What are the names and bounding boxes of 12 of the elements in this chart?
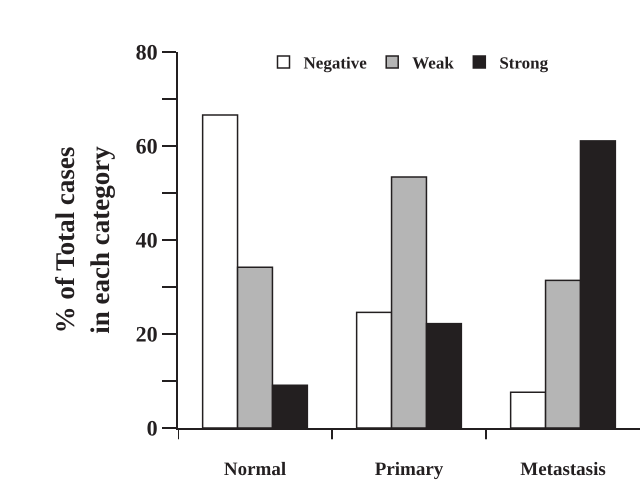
x-tick-label: Primary: [374, 458, 444, 480]
x-tick-label: Normal: [224, 458, 286, 480]
legend-label: Strong: [499, 54, 549, 73]
legend-label: Weak: [412, 54, 454, 73]
legend-label: Negative: [304, 54, 368, 73]
y-tick-label: 80: [136, 40, 158, 65]
y-axis-title: % of Total cases in each category: [50, 146, 116, 334]
y-tick-label: 0: [146, 416, 158, 441]
y-tick-label: 40: [136, 228, 158, 253]
y-tick-label: 60: [136, 134, 158, 159]
x-tick-label: Metastasis: [520, 458, 606, 480]
y-tick-label: 20: [136, 322, 158, 347]
